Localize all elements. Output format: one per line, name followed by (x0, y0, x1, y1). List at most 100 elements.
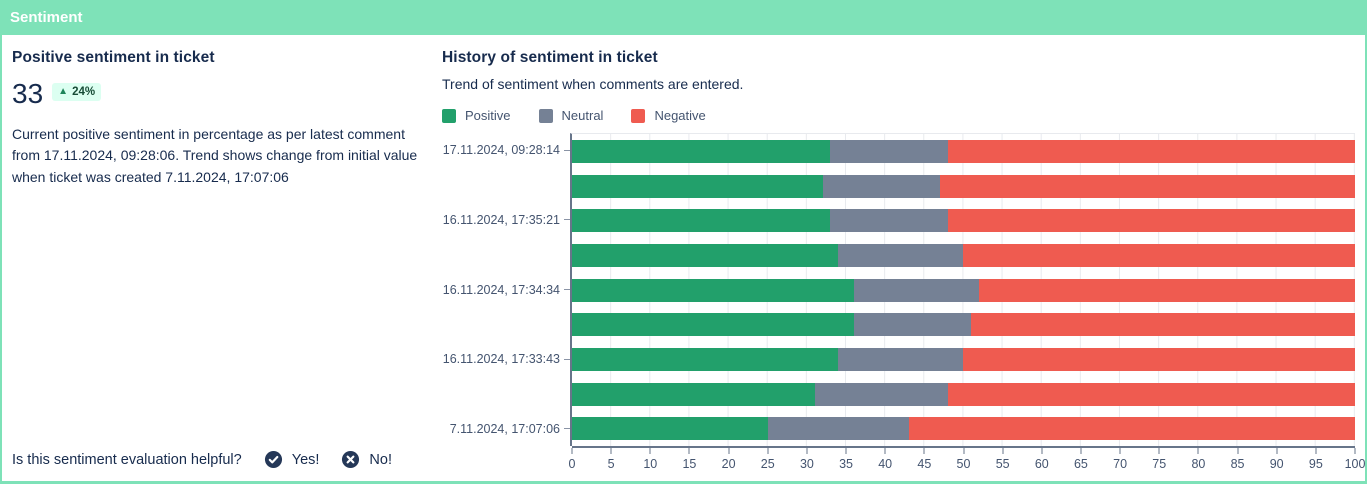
bar-segment-neutral[interactable] (830, 139, 948, 163)
x-axis-tick (1080, 448, 1082, 454)
y-axis-tick (564, 289, 570, 291)
bar-segment-negative[interactable] (963, 243, 1355, 267)
bar-segment-neutral[interactable] (830, 209, 948, 233)
legend-item-negative[interactable]: Negative (631, 108, 706, 123)
bar-segment-negative[interactable] (963, 347, 1355, 371)
sentiment-history-chart: 17.11.2024, 09:28:14 16.11.2024, 17:35:21… (442, 133, 1365, 473)
feedback-no-button[interactable]: No! (341, 450, 392, 469)
bar-segment-negative[interactable] (971, 313, 1355, 337)
y-axis-label (442, 307, 570, 342)
bar-segment-positive[interactable] (572, 382, 815, 406)
bar-segment-neutral[interactable] (853, 278, 980, 302)
y-axis-tick (564, 219, 570, 221)
legend-swatch-icon (442, 108, 456, 123)
x-axis-tick (806, 448, 808, 454)
bar-segment-neutral[interactable] (814, 382, 948, 406)
sentiment-bar[interactable] (572, 382, 1355, 406)
x-axis-tick (767, 448, 769, 454)
bar-segment-neutral[interactable] (853, 313, 972, 337)
feedback-no-label: No! (369, 451, 392, 468)
legend-item-neutral[interactable]: Neutral (538, 108, 604, 123)
x-axis-tick-label: 10 (643, 457, 658, 471)
sentiment-bar[interactable] (572, 417, 1355, 441)
x-axis-tick-label: 100 (1344, 457, 1366, 471)
sentiment-bar[interactable] (572, 174, 1355, 198)
y-axis-label: 16.11.2024, 17:34:34 (442, 272, 570, 307)
bar-segment-positive[interactable] (572, 347, 839, 371)
x-axis-tick-label: 40 (878, 457, 893, 471)
bar-segment-positive[interactable] (572, 278, 854, 302)
legend-label: Neutral (561, 108, 604, 123)
bar-segment-neutral[interactable] (838, 347, 964, 371)
y-axis-label: 7.11.2024, 17:07:06 (442, 411, 570, 446)
x-axis-tick-label: 35 (839, 457, 853, 471)
sentiment-bar[interactable] (572, 313, 1355, 337)
feedback-yes-button[interactable]: Yes! (264, 450, 319, 469)
chart-plot-area (570, 133, 1355, 446)
feedback-question: Is this sentiment evaluation helpful? (12, 451, 242, 468)
bar-segment-neutral[interactable] (822, 174, 940, 198)
history-subtitle: Trend of sentiment when comments are ent… (442, 76, 744, 92)
x-axis-tick (1197, 448, 1199, 454)
x-axis-tick (649, 448, 651, 454)
y-axis-label: 16.11.2024, 17:33:43 (442, 342, 570, 377)
bar-segment-negative[interactable] (979, 278, 1355, 302)
x-axis-tick (1119, 448, 1121, 454)
y-axis-label: 16.11.2024, 17:35:21 (442, 203, 570, 238)
sentiment-bar[interactable] (572, 347, 1355, 371)
x-axis-tick-label: 65 (1073, 457, 1088, 471)
y-axis-label (442, 168, 570, 203)
bar-segment-negative[interactable] (947, 139, 1355, 163)
bar-segment-neutral[interactable] (838, 243, 964, 267)
sentiment-bar[interactable] (572, 278, 1355, 302)
x-axis-tick-label: 0 (568, 457, 576, 471)
trend-percent: 24% (72, 86, 96, 98)
x-axis-tick-label: 25 (760, 457, 775, 471)
bar-segment-negative[interactable] (947, 382, 1355, 406)
x-circle-icon (341, 450, 360, 469)
bar-segment-positive[interactable] (572, 209, 831, 233)
history-title: History of sentiment in ticket (442, 49, 658, 66)
bar-segment-negative[interactable] (908, 417, 1355, 441)
bar-segment-neutral[interactable] (767, 417, 909, 441)
y-axis-label (442, 237, 570, 272)
x-axis-tick (1158, 448, 1160, 454)
panel-title: Sentiment (2, 2, 1365, 35)
legend-swatch-icon (538, 108, 553, 123)
sentiment-bar[interactable] (572, 209, 1355, 233)
sentiment-bar[interactable] (572, 139, 1355, 163)
positive-sentiment-title: Positive sentiment in ticket (12, 49, 215, 66)
chart-legend: Positive Neutral Negative (442, 108, 1355, 123)
x-axis-tick (1354, 448, 1356, 454)
panel-content: Positive sentiment in ticket 33 ▲ 24% Cu… (2, 35, 1365, 481)
legend-label: Negative (654, 108, 706, 123)
bar-segment-positive[interactable] (572, 417, 768, 441)
history-section: History of sentiment in ticket Trend of … (442, 47, 1365, 473)
x-axis-tick-label: 20 (721, 457, 736, 471)
y-axis-label: 17.11.2024, 09:28:14 (442, 133, 570, 168)
x-axis-tick-label: 55 (995, 457, 1010, 471)
bar-segment-negative[interactable] (947, 209, 1355, 233)
x-axis-tick-label: 45 (917, 457, 932, 471)
check-circle-icon (264, 450, 283, 469)
legend-item-positive[interactable]: Positive (442, 108, 511, 123)
x-axis-tick (1237, 448, 1239, 454)
y-axis-tick (564, 428, 570, 430)
bar-segment-positive[interactable] (572, 243, 839, 267)
positive-sentiment-section: Positive sentiment in ticket 33 ▲ 24% Cu… (12, 47, 442, 473)
sentiment-metric: 33 ▲ 24% (12, 80, 442, 108)
sentiment-value: 33 (12, 78, 44, 109)
bar-segment-positive[interactable] (572, 174, 823, 198)
sentiment-bar[interactable] (572, 243, 1355, 267)
x-axis-tick-label: 30 (799, 457, 814, 471)
sentiment-description: Current positive sentiment in percentage… (12, 126, 418, 185)
bar-segment-positive[interactable] (572, 139, 831, 163)
x-axis-tick (1315, 448, 1317, 454)
x-axis-tick (688, 448, 690, 454)
bar-segment-positive[interactable] (572, 313, 854, 337)
legend-label: Positive (465, 108, 511, 123)
bar-segment-negative[interactable] (939, 174, 1355, 198)
trend-up-icon: ▲ (58, 86, 69, 97)
x-axis-tick (610, 448, 612, 454)
